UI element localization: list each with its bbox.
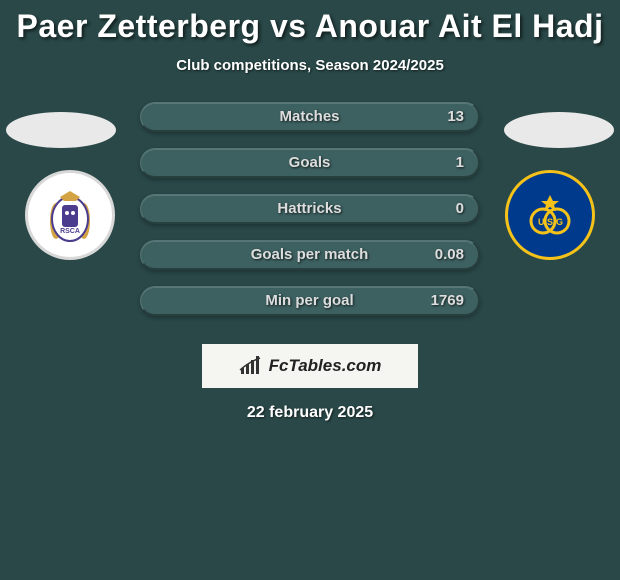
svg-text:S: S bbox=[547, 217, 553, 227]
stat-label: Goals per match bbox=[251, 246, 369, 263]
svg-text:RSCA: RSCA bbox=[60, 228, 80, 235]
stat-row-hattricks: Hattricks 0 bbox=[140, 194, 480, 224]
stat-value-right: 0.08 bbox=[435, 246, 464, 263]
page-title: Paer Zetterberg vs Anouar Ait El Hadj bbox=[0, 0, 620, 45]
date-line: 22 february 2025 bbox=[0, 404, 620, 422]
svg-text:G: G bbox=[556, 217, 563, 227]
bar-chart-icon bbox=[239, 356, 263, 376]
svg-text:U: U bbox=[538, 217, 545, 227]
subtitle: Club competitions, Season 2024/2025 bbox=[0, 57, 620, 74]
brand-box: FcTables.com bbox=[202, 344, 418, 388]
stat-value-right: 1 bbox=[456, 154, 464, 171]
stat-rows: Matches 13 Goals 1 Hattricks 0 Goals per… bbox=[140, 102, 480, 332]
club-badge-left: RSCA bbox=[25, 170, 115, 260]
stat-label: Goals bbox=[289, 154, 331, 171]
stat-value-right: 13 bbox=[447, 108, 464, 125]
player-right-placeholder bbox=[504, 112, 614, 148]
comparison-area: RSCA U S G Matches 13 Goals 1 Hattricks … bbox=[0, 102, 620, 332]
stat-value-right: 0 bbox=[456, 200, 464, 217]
stat-row-goals-per-match: Goals per match 0.08 bbox=[140, 240, 480, 270]
stat-label: Min per goal bbox=[265, 292, 353, 309]
stat-value-right: 1769 bbox=[431, 292, 464, 309]
stat-label: Matches bbox=[279, 108, 339, 125]
player-left-placeholder bbox=[6, 112, 116, 148]
stat-row-min-per-goal: Min per goal 1769 bbox=[140, 286, 480, 316]
brand-text: FcTables.com bbox=[269, 356, 382, 376]
stat-row-matches: Matches 13 bbox=[140, 102, 480, 132]
usg-crest-icon: U S G bbox=[526, 193, 574, 237]
stat-label: Hattricks bbox=[277, 200, 341, 217]
anderlecht-crest-icon: RSCA bbox=[40, 185, 100, 245]
stat-row-goals: Goals 1 bbox=[140, 148, 480, 178]
club-badge-right: U S G bbox=[505, 170, 595, 260]
